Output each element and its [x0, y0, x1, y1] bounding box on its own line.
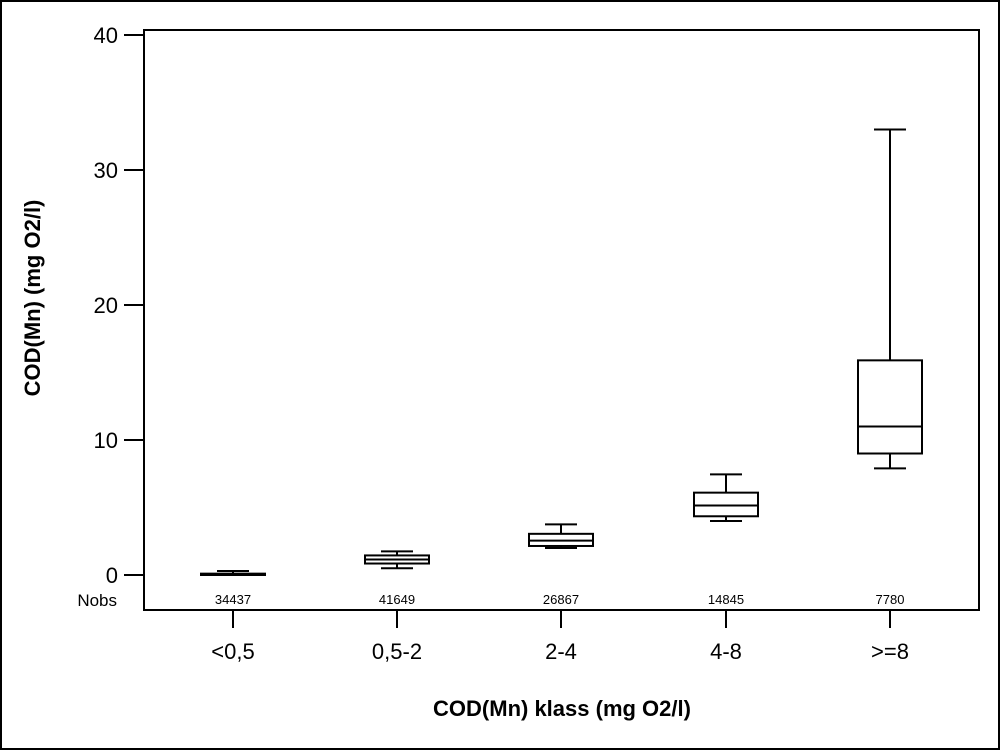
x-axis: <0,5 0,5-2 2-4 4-8 >=8: [211, 610, 909, 664]
y-tick-label: 40: [94, 23, 118, 48]
nobs-label: Nobs: [77, 591, 117, 610]
nobs-count: 34437: [215, 592, 251, 607]
nobs-count: 26867: [543, 592, 579, 607]
box-iqr: [693, 491, 759, 518]
box-1: 34437: [200, 569, 266, 607]
y-tick-label: 0: [106, 563, 118, 588]
y-tick-label: 10: [94, 428, 118, 453]
x-tick-label: >=8: [871, 639, 909, 664]
box-3: 26867: [528, 523, 594, 607]
x-tick-label: <0,5: [211, 639, 254, 664]
plot-area: [143, 29, 980, 611]
boxes-group: 34437 41649 26867 14845 7780: [200, 128, 923, 607]
box-4: 14845: [693, 473, 759, 607]
nobs-count: 7780: [876, 592, 905, 607]
y-axis: 0 10 20 30 40: [94, 23, 144, 588]
y-tick-label: 30: [94, 158, 118, 183]
nobs-count: 14845: [708, 592, 744, 607]
x-tick-label: 2-4: [545, 639, 577, 664]
box-5: 7780: [857, 128, 923, 607]
x-tick-label: 4-8: [710, 639, 742, 664]
nobs-count: 41649: [379, 592, 415, 607]
y-axis-title: COD(Mn) (mg O2/l): [20, 200, 45, 397]
box-2: 41649: [364, 550, 430, 607]
x-tick-label: 0,5-2: [372, 639, 422, 664]
y-tick-label: 20: [94, 293, 118, 318]
x-axis-title: COD(Mn) klass (mg O2/l): [433, 696, 691, 721]
box-iqr: [857, 359, 923, 455]
